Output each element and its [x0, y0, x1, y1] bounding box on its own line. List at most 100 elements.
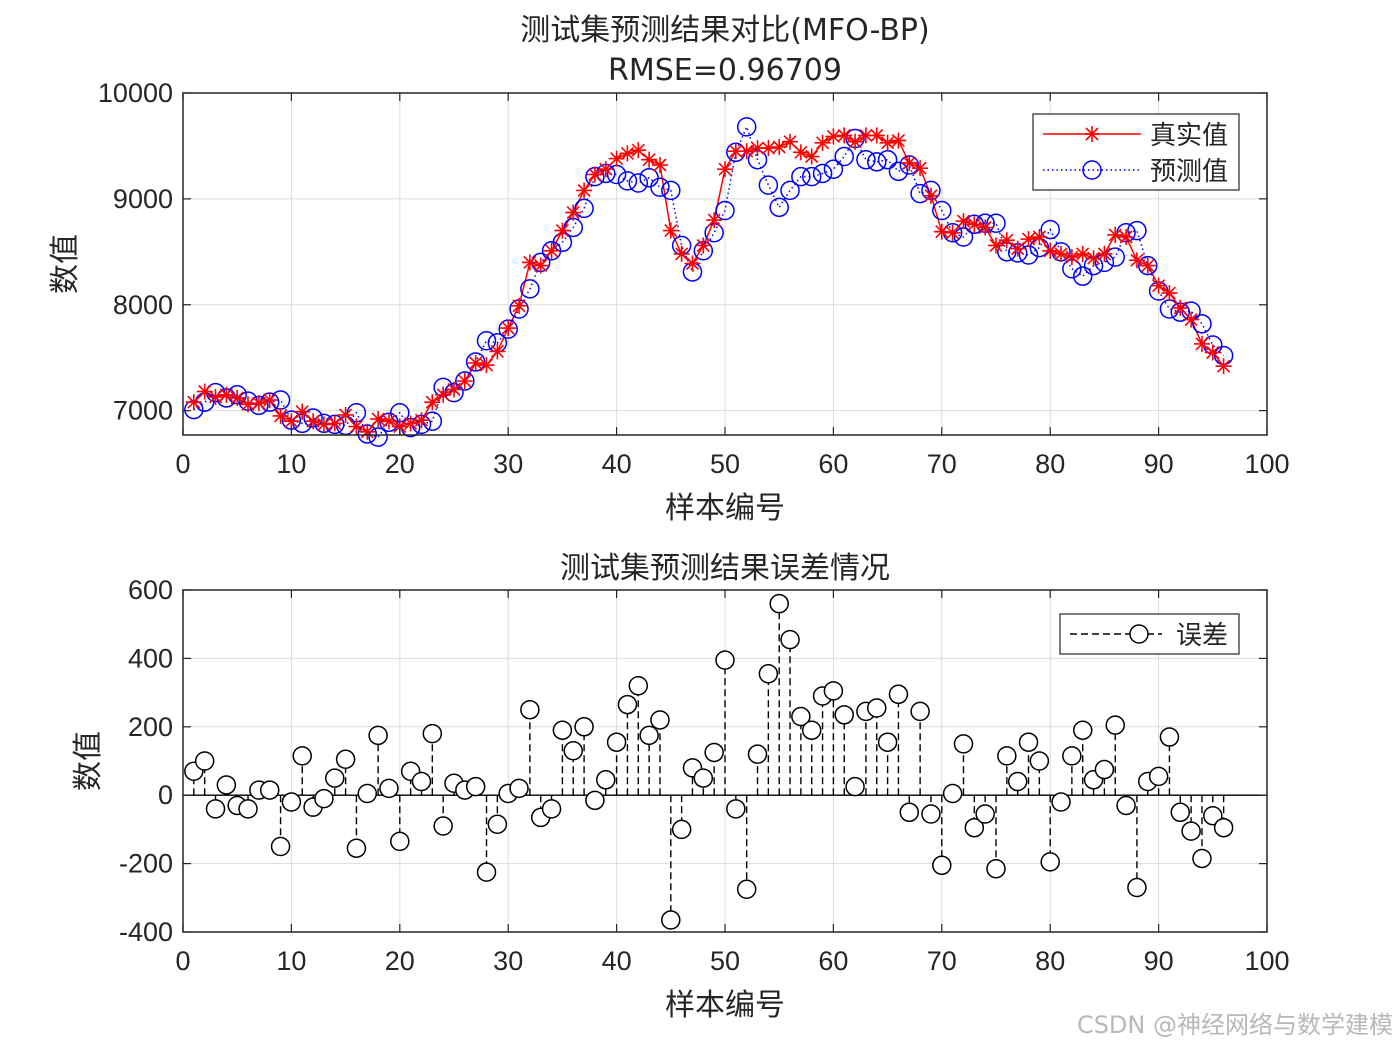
true-value-point	[771, 139, 788, 155]
error-point	[411, 771, 432, 792]
true-value-point	[467, 355, 484, 371]
comparison-ytick-label: 9000	[113, 184, 173, 214]
error-point	[986, 858, 1006, 879]
comparison-ticks: 0 10 20 30 40 50 60 70 80 90 100 7000 8000 9000 10000	[98, 78, 1290, 479]
comparison-title: 测试集预测结果对比(MFO-BP)	[520, 13, 929, 48]
error-point	[1116, 795, 1136, 816]
true-value-point	[424, 394, 441, 411]
true-value-point	[738, 143, 755, 160]
error-point	[335, 749, 356, 770]
true-value-point	[652, 157, 668, 173]
error-point	[238, 799, 258, 819]
comparison-ytick-label: 8000	[113, 290, 173, 320]
error-point	[867, 698, 887, 718]
comparison-ytick-label: 10000	[98, 78, 173, 108]
true-value-point	[923, 187, 939, 204]
error-series	[183, 593, 1267, 930]
legend-true-marker	[1084, 126, 1100, 142]
true-value-point	[1063, 249, 1080, 266]
true-value-point	[489, 343, 506, 360]
pred-value-point	[736, 117, 757, 137]
error-point	[758, 664, 779, 684]
true-value-point	[630, 142, 647, 159]
true-value-point	[998, 232, 1015, 249]
comparison-xlabel: 样本编号	[665, 491, 785, 526]
pred-value-point	[812, 163, 833, 184]
legend-error-marker	[1129, 624, 1149, 644]
true-value-point	[912, 160, 929, 177]
error-ylabel: 数值	[71, 731, 106, 791]
true-value-point	[1009, 240, 1026, 257]
error-xtick-label: 20	[385, 946, 415, 976]
comparison-xtick-label: 40	[602, 449, 632, 479]
true-value-point	[619, 145, 636, 162]
legend-pred-label: 预测值	[1150, 157, 1228, 187]
true-value-point	[478, 357, 495, 374]
true-value-point	[1204, 344, 1221, 361]
error-point	[791, 706, 811, 727]
comparison-series	[184, 117, 1234, 447]
true-value-point	[305, 413, 322, 430]
pred-value-point	[1127, 220, 1147, 241]
comparison-subtitle: RMSE=0.96709	[608, 53, 842, 88]
true-value-point	[207, 388, 224, 405]
pred-value-point	[1072, 266, 1093, 286]
error-point	[357, 783, 378, 804]
comparison-xtick-label: 70	[927, 449, 957, 479]
true-value-point	[185, 394, 202, 411]
error-point	[650, 710, 670, 730]
error-point	[270, 836, 291, 857]
error-point	[476, 862, 497, 882]
error-point	[1181, 821, 1201, 841]
true-value-point	[359, 423, 376, 440]
true-value-point	[240, 396, 256, 413]
true-value-point	[315, 416, 332, 433]
comparison-xtick-label: 50	[710, 449, 740, 479]
pred-value-point	[801, 166, 822, 187]
true-value-point	[662, 222, 679, 239]
pred-value-point	[888, 161, 909, 182]
pred-value-point	[520, 279, 540, 299]
true-value-point	[402, 415, 419, 432]
watermark: CSDN @神经网络与数学建模	[1077, 1011, 1393, 1039]
true-value-point	[218, 386, 235, 403]
legend-pred-marker	[1082, 160, 1102, 180]
error-point	[541, 799, 562, 819]
pred-value-point	[455, 371, 475, 391]
comparison-legend: 真实值 预测值	[1032, 113, 1240, 191]
error-point	[1040, 852, 1060, 872]
error-point	[1127, 877, 1147, 898]
error-point	[552, 720, 573, 740]
true-value-point	[326, 415, 343, 432]
legend-true-label: 真实值	[1150, 121, 1228, 151]
error-point	[639, 725, 659, 746]
error-point	[899, 802, 920, 823]
error-xtick-label: 70	[927, 946, 957, 976]
pred-value-point	[834, 146, 854, 167]
pred-value-point	[715, 200, 735, 221]
error-xlabel: 样本编号	[665, 988, 785, 1023]
error-point	[888, 684, 909, 705]
pred-value-point	[823, 159, 844, 179]
error-point	[964, 817, 985, 838]
error-xtick-label: 0	[175, 946, 190, 976]
error-point	[1018, 732, 1039, 752]
pred-value-point	[791, 166, 811, 187]
true-value-point	[825, 128, 842, 145]
true-value-point	[966, 216, 983, 233]
true-value-point	[294, 403, 311, 420]
true-value-point	[597, 161, 614, 178]
true-value-point	[554, 222, 571, 239]
error-point	[1007, 771, 1028, 792]
true-value-point	[760, 140, 777, 157]
error-point	[520, 699, 540, 720]
error-point	[671, 819, 692, 840]
error-point	[1094, 759, 1115, 780]
true-value-point	[803, 148, 820, 165]
error-xtick-label: 100	[1244, 946, 1289, 976]
error-point	[801, 720, 822, 740]
true-value-point	[1118, 229, 1135, 245]
error-xtick-label: 30	[493, 946, 523, 976]
true-value-point	[435, 386, 452, 403]
comparison-ylabel: 数值	[48, 234, 83, 294]
